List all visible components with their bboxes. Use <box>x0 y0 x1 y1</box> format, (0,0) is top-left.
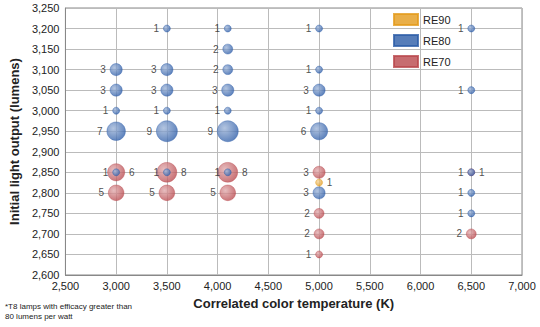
svg-text:1: 1 <box>214 105 220 116</box>
svg-text:RE80: RE80 <box>423 35 451 47</box>
svg-text:1: 1 <box>306 105 312 116</box>
svg-text:5: 5 <box>149 187 155 198</box>
svg-text:5: 5 <box>210 187 216 198</box>
svg-text:2: 2 <box>457 228 463 239</box>
svg-text:3: 3 <box>212 85 218 96</box>
svg-text:3,050: 3,050 <box>32 84 60 96</box>
svg-text:4,000: 4,000 <box>204 280 232 292</box>
svg-text:2: 2 <box>304 228 310 239</box>
svg-text:5,000: 5,000 <box>305 280 333 292</box>
svg-text:2,950: 2,950 <box>32 125 60 137</box>
svg-text:1: 1 <box>103 105 109 116</box>
svg-text:3: 3 <box>303 85 309 96</box>
svg-text:6,500: 6,500 <box>458 280 486 292</box>
svg-text:1: 1 <box>306 23 312 34</box>
svg-text:7,000: 7,000 <box>508 280 536 292</box>
svg-text:7: 7 <box>97 126 103 137</box>
svg-text:1: 1 <box>103 167 109 178</box>
svg-text:2,650: 2,650 <box>32 248 60 260</box>
svg-text:RE70: RE70 <box>423 56 451 68</box>
svg-text:2: 2 <box>213 64 219 75</box>
svg-text:2,600: 2,600 <box>31 269 60 281</box>
svg-text:5: 5 <box>99 187 105 198</box>
svg-text:2,900: 2,900 <box>32 146 60 158</box>
svg-text:3,250: 3,250 <box>32 2 60 14</box>
svg-text:1: 1 <box>306 249 312 260</box>
svg-text:3,500: 3,500 <box>153 280 181 292</box>
svg-text:6: 6 <box>301 126 307 137</box>
svg-text:1: 1 <box>479 167 485 178</box>
svg-text:3: 3 <box>151 64 157 75</box>
svg-text:3,200: 3,200 <box>32 23 60 35</box>
svg-text:2,850: 2,850 <box>32 166 60 178</box>
svg-text:3: 3 <box>151 85 157 96</box>
svg-text:1: 1 <box>154 167 160 178</box>
svg-text:9: 9 <box>147 126 153 137</box>
svg-text:1: 1 <box>154 105 160 116</box>
svg-text:3: 3 <box>100 85 106 96</box>
svg-text:2: 2 <box>304 208 310 219</box>
svg-text:RE90: RE90 <box>423 14 451 26</box>
svg-text:1: 1 <box>154 23 160 34</box>
svg-text:3,100: 3,100 <box>32 64 60 76</box>
svg-text:3: 3 <box>303 167 309 178</box>
svg-text:1: 1 <box>327 177 333 188</box>
svg-text:1: 1 <box>214 23 220 34</box>
svg-text:Correlated color temperature (: Correlated color temperature (K) <box>193 296 394 311</box>
svg-text:8: 8 <box>242 167 248 178</box>
svg-text:5,500: 5,500 <box>356 280 384 292</box>
svg-text:1: 1 <box>214 167 220 178</box>
svg-text:1: 1 <box>458 187 464 198</box>
svg-text:2,800: 2,800 <box>32 187 60 199</box>
svg-text:8: 8 <box>181 167 187 178</box>
svg-text:3: 3 <box>100 64 106 75</box>
svg-text:6,000: 6,000 <box>407 280 435 292</box>
svg-text:1: 1 <box>458 23 464 34</box>
svg-text:6: 6 <box>129 167 135 178</box>
svg-text:1: 1 <box>458 208 464 219</box>
svg-text:1: 1 <box>458 85 464 96</box>
svg-text:2: 2 <box>213 44 219 55</box>
svg-text:Initial light output (lumens): Initial light output (lumens) <box>7 58 22 225</box>
svg-text:2,500: 2,500 <box>52 280 80 292</box>
svg-text:1: 1 <box>458 167 464 178</box>
svg-text:2,700: 2,700 <box>32 228 60 240</box>
svg-text:*T8 lamps with efficacy greate: *T8 lamps with efficacy greater than <box>5 302 132 311</box>
svg-text:4,500: 4,500 <box>255 280 283 292</box>
svg-text:3,000: 3,000 <box>102 280 130 292</box>
svg-text:3: 3 <box>303 187 309 198</box>
svg-text:3,150: 3,150 <box>32 43 60 55</box>
svg-text:3,000: 3,000 <box>32 105 60 117</box>
svg-text:80 lumens per watt: 80 lumens per watt <box>5 312 73 321</box>
svg-text:2,750: 2,750 <box>32 207 60 219</box>
svg-text:9: 9 <box>207 126 213 137</box>
svg-text:1: 1 <box>306 64 312 75</box>
